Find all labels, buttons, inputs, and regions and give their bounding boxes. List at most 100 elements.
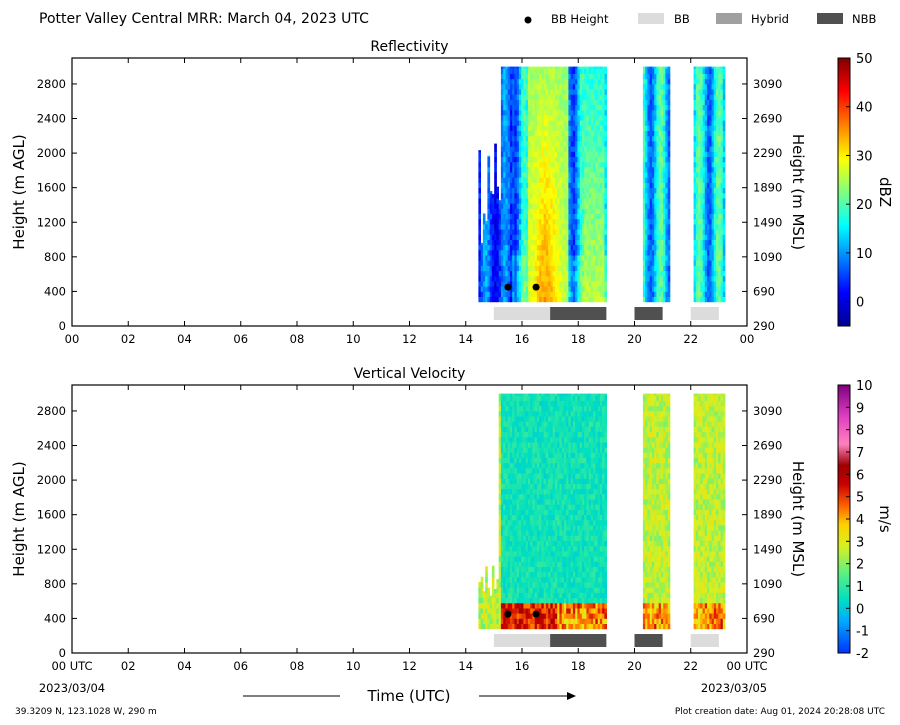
heatmap-cell bbox=[512, 416, 515, 422]
heatmap-cell bbox=[660, 296, 664, 303]
heatmap-cell bbox=[523, 213, 526, 220]
heatmap-cell bbox=[500, 395, 504, 401]
heatmap-cell bbox=[561, 141, 565, 147]
heatmap-cell bbox=[645, 234, 648, 240]
heatmap-cell bbox=[599, 260, 603, 266]
heatmap-cell bbox=[509, 587, 513, 593]
heatmap-cell bbox=[523, 296, 526, 303]
heatmap-cell bbox=[545, 602, 549, 609]
heatmap-cell bbox=[548, 296, 551, 303]
heatmap-cell bbox=[482, 291, 486, 297]
heatmap-cell bbox=[552, 234, 556, 240]
heatmap-cell bbox=[642, 135, 646, 142]
heatmap-cell bbox=[713, 120, 717, 126]
heatmap-cell bbox=[543, 410, 547, 417]
heatmap-cell bbox=[516, 229, 520, 235]
heatmap-cell bbox=[530, 239, 533, 246]
heatmap-cell bbox=[539, 608, 542, 614]
heatmap-cell bbox=[570, 270, 574, 277]
heatmap-cell bbox=[478, 177, 481, 183]
heatmap-cell bbox=[557, 141, 560, 147]
heatmap-cell bbox=[647, 260, 650, 266]
heatmap-cell bbox=[711, 291, 715, 297]
heatmap-cell bbox=[509, 483, 513, 490]
heatmap-cell bbox=[575, 187, 578, 194]
heatmap-cell bbox=[651, 125, 655, 131]
heatmap-cell bbox=[590, 275, 594, 282]
heatmap-cell bbox=[543, 452, 547, 458]
heatmap-cell bbox=[525, 457, 529, 464]
heatmap-cell bbox=[658, 151, 662, 157]
heatmap-cell bbox=[500, 587, 504, 593]
heatmap-cell bbox=[663, 260, 666, 266]
heatmap-cell bbox=[698, 275, 701, 282]
heatmap-cell bbox=[500, 281, 504, 287]
heatmap-cell bbox=[512, 442, 515, 448]
heatmap-cell bbox=[597, 187, 601, 194]
heatmap-cell bbox=[539, 260, 542, 266]
heatmap-cell bbox=[527, 602, 531, 609]
heatmap-cell bbox=[500, 265, 504, 272]
heatmap-cell bbox=[665, 68, 668, 74]
heatmap-cell bbox=[516, 493, 520, 500]
heatmap-cell bbox=[500, 224, 504, 230]
heatmap-cell bbox=[554, 473, 558, 479]
heatmap-cell bbox=[500, 525, 504, 531]
heatmap-cell bbox=[552, 275, 556, 282]
heatmap-cell bbox=[700, 249, 703, 256]
heatmap-cell bbox=[514, 530, 517, 536]
heatmap-cell bbox=[649, 66, 653, 69]
heatmap-cell bbox=[647, 177, 650, 183]
heatmap-cell bbox=[593, 68, 596, 74]
heatmap-cell bbox=[494, 281, 497, 287]
heatmap-cell bbox=[550, 83, 553, 90]
heatmap-cell bbox=[521, 177, 524, 183]
heatmap-cell bbox=[698, 192, 701, 199]
heatmap-cell bbox=[570, 135, 574, 142]
heatmap-cell bbox=[597, 224, 601, 230]
heatmap-cell bbox=[704, 141, 708, 147]
heatmap-cell bbox=[539, 239, 542, 246]
heatmap-cell bbox=[590, 208, 594, 214]
heatmap-cell bbox=[500, 393, 504, 396]
heatmap-cell bbox=[695, 187, 699, 194]
heatmap-cell bbox=[698, 99, 701, 106]
heatmap-cell bbox=[521, 597, 524, 604]
heatmap-cell bbox=[718, 115, 721, 121]
heatmap-cell bbox=[536, 405, 540, 412]
heatmap-cell bbox=[654, 78, 657, 85]
y-tick-label: 800 bbox=[44, 250, 66, 264]
heatmap-cell bbox=[512, 275, 515, 282]
heatmap-cell bbox=[718, 203, 721, 209]
heatmap-cell bbox=[645, 68, 648, 74]
bb-height-point bbox=[532, 283, 540, 291]
heatmap-cell bbox=[509, 187, 513, 194]
heatmap-cell bbox=[707, 104, 710, 111]
heatmap-cell bbox=[530, 89, 533, 95]
heatmap-cell bbox=[642, 73, 646, 80]
heatmap-cell bbox=[570, 234, 574, 240]
heatmap-cell bbox=[498, 457, 502, 464]
legend: BB Height BB Hybrid NBB bbox=[524, 12, 876, 26]
heatmap-cell bbox=[507, 457, 511, 464]
heatmap-cell bbox=[478, 182, 481, 189]
heatmap-cell bbox=[512, 89, 515, 95]
heatmap-cell bbox=[518, 109, 522, 116]
heatmap-cell bbox=[543, 73, 547, 80]
heatmap-cell bbox=[557, 208, 560, 214]
heatmap-cell bbox=[530, 94, 533, 100]
heatmap-cell bbox=[539, 561, 542, 567]
heatmap-cell bbox=[518, 78, 522, 85]
heatmap-cell bbox=[541, 198, 544, 204]
heatmap-cell bbox=[579, 265, 583, 272]
heatmap-cell bbox=[713, 291, 717, 297]
heatmap-cell bbox=[711, 192, 715, 199]
heatmap-cell bbox=[586, 192, 589, 199]
heatmap-cell bbox=[695, 130, 699, 137]
heatmap-cell bbox=[695, 89, 699, 95]
heatmap-cell bbox=[543, 571, 547, 578]
heatmap-cell bbox=[514, 260, 517, 266]
heatmap-cell bbox=[491, 587, 495, 593]
heatmap-cell bbox=[572, 109, 576, 116]
heatmap-cell bbox=[514, 89, 517, 95]
